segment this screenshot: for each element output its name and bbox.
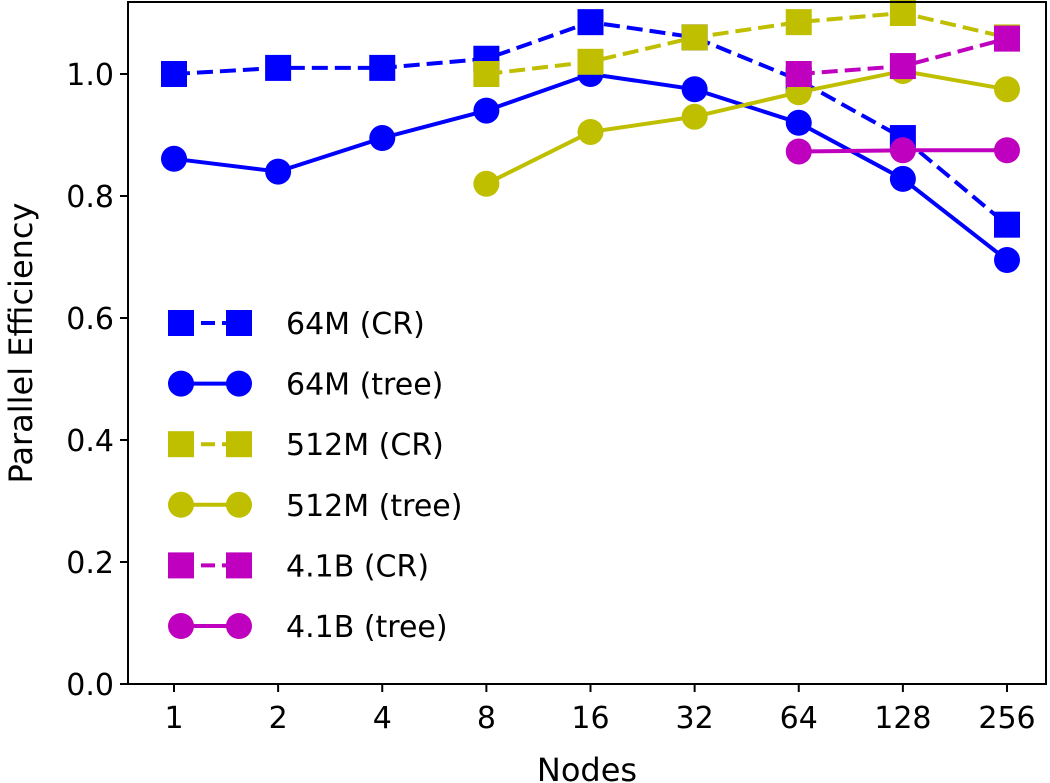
data-point (994, 211, 1020, 238)
y-tick-label: 1.0 (66, 58, 114, 93)
legend-label: 512M (CR) (286, 428, 444, 463)
x-tick-label: 32 (676, 701, 714, 736)
legend-label: 4.1B (CR) (286, 549, 429, 584)
x-tick-label: 8 (477, 701, 496, 736)
plot-area (161, 0, 1020, 274)
legend-item: 64M (CR) (168, 307, 425, 342)
legend: 64M (CR) 64M (tree) 512M (CR) 512M (tree) 4.… (168, 307, 462, 645)
series-5 (785, 137, 1020, 165)
x-tick-label: 64 (780, 701, 818, 736)
legend-marker (226, 613, 252, 639)
axes-frame (127, 1, 1047, 685)
x-tick-label: 256 (978, 701, 1035, 736)
series-4 (785, 25, 1020, 87)
series-3 (473, 57, 1020, 197)
legend-item: 512M (CR) (168, 428, 444, 463)
legend-marker (168, 431, 194, 458)
x-tick-label: 16 (571, 701, 609, 736)
legend-marker (226, 552, 252, 579)
data-point (889, 137, 916, 164)
legend-item: 4.1B (tree) (168, 610, 448, 645)
legend-marker (226, 491, 252, 518)
x-tick-label: 2 (269, 701, 288, 736)
legend-label: 64M (CR) (286, 307, 425, 342)
legend-marker (226, 310, 252, 336)
legend-marker (226, 431, 252, 458)
data-point (265, 158, 292, 185)
legend-marker (168, 310, 194, 336)
y-tick-label: 0.8 (66, 180, 114, 215)
series-2 (473, 0, 1020, 87)
data-point (785, 61, 812, 87)
legend-label: 512M (tree) (286, 489, 462, 524)
x-tick-label: 1 (164, 701, 183, 736)
x-axis-title: Nodes (537, 751, 637, 783)
data-point (681, 76, 708, 103)
data-point (889, 165, 916, 192)
legend-marker (168, 491, 194, 518)
data-point (681, 103, 708, 130)
data-point (369, 125, 396, 152)
data-point (473, 97, 500, 124)
data-point (161, 145, 187, 172)
data-point (785, 138, 812, 165)
data-point (577, 48, 604, 75)
series-line (486, 10, 1008, 76)
data-point (994, 137, 1020, 164)
x-tick-label: 128 (874, 701, 931, 736)
legend-marker (168, 613, 194, 639)
legend-marker (168, 370, 194, 397)
data-point (994, 76, 1020, 103)
legend-item: 512M (tree) (168, 489, 462, 524)
series-1 (161, 61, 1020, 274)
series-line (485, 68, 1008, 186)
y-tick-label: 0.4 (66, 424, 114, 459)
y-axis-title: Parallel Efficiency (2, 203, 40, 484)
data-point (161, 61, 187, 87)
series-line (173, 71, 1009, 262)
legend-item: 4.1B (CR) (168, 549, 429, 584)
y-tick-label: 0.6 (66, 302, 114, 337)
data-point (369, 54, 396, 81)
data-point (265, 54, 292, 81)
data-point (994, 247, 1020, 274)
legend-marker (226, 370, 252, 397)
x-tick-label: 4 (373, 701, 392, 736)
legend-label: 4.1B (tree) (286, 610, 448, 645)
data-point (785, 9, 812, 36)
y-tick-label: 0.2 (66, 546, 114, 581)
data-point (473, 61, 500, 87)
axis-ticks: 1 2 4 8 16 32 64 128 256 0.0 0.2 0.4 0.6 0.8 1.0 (66, 58, 1035, 736)
data-point (681, 24, 708, 51)
data-point (577, 9, 604, 36)
data-point (577, 118, 604, 145)
data-point (473, 170, 500, 197)
legend-marker (168, 552, 194, 579)
legend-label: 64M (tree) (286, 368, 443, 403)
y-tick-label: 0.0 (66, 668, 114, 703)
data-point (994, 25, 1020, 52)
legend-item: 64M (tree) (168, 368, 443, 403)
data-point (785, 109, 812, 136)
data-point (889, 53, 916, 80)
data-point (889, 0, 916, 26)
